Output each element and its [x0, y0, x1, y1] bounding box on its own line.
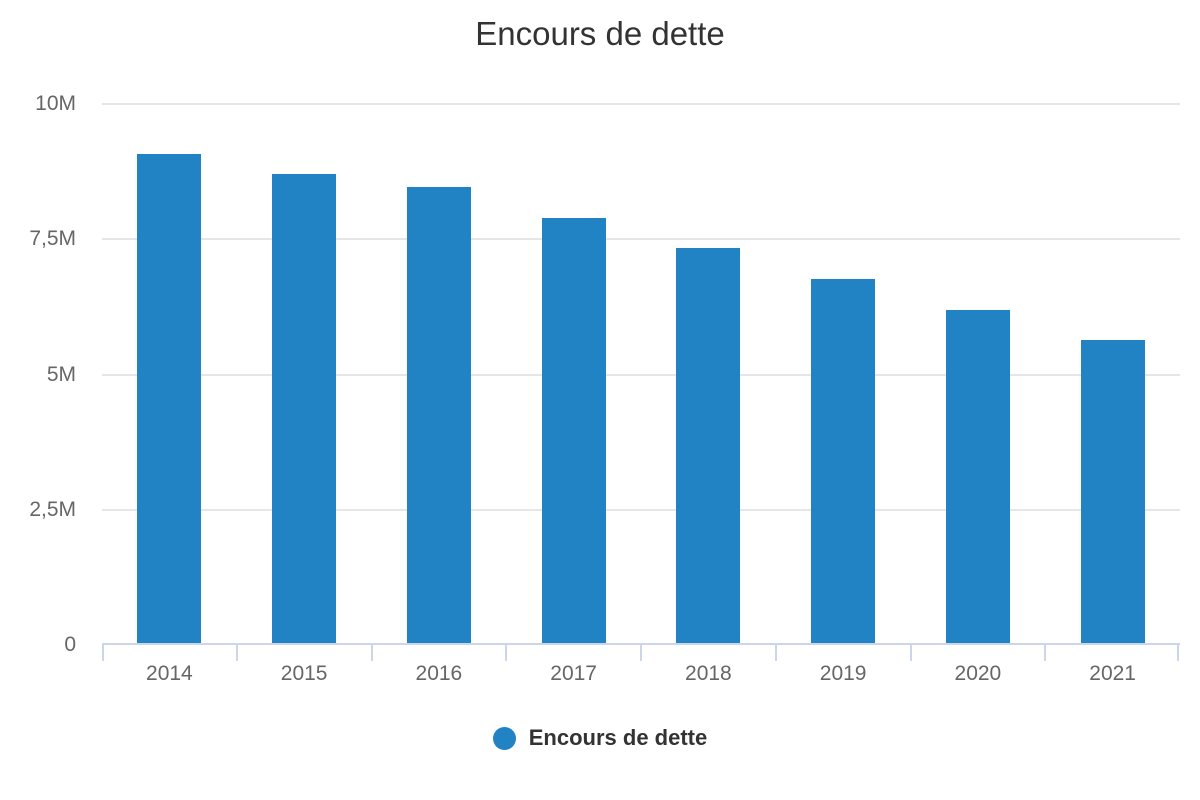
bar-2021[interactable] — [1080, 339, 1145, 645]
y-axis-label: 5M — [46, 362, 76, 386]
y-axis-label: 10M — [35, 92, 76, 115]
bar-2020[interactable] — [945, 309, 1010, 645]
y-axis-label: 2,5M — [29, 497, 76, 521]
bar-2015[interactable] — [272, 173, 337, 645]
gridline — [102, 508, 1180, 511]
x-axis-label-2018: 2018 — [685, 662, 732, 685]
y-axis-labels: 0 2,5M 5M 7,5M 10M — [0, 0, 76, 800]
gridline — [102, 238, 1180, 241]
x-axis-tick — [640, 645, 642, 661]
plot-area — [102, 103, 1180, 661]
y-axis-label: 7,5M — [29, 227, 76, 251]
legend-label: Encours de dette — [528, 725, 708, 750]
x-axis-tick — [505, 645, 508, 661]
gridline — [102, 373, 1180, 376]
legend-marker-icon — [492, 726, 516, 750]
x-axis-label-2017: 2017 — [550, 662, 597, 685]
legend-item[interactable]: Encours de dette — [0, 725, 1200, 751]
x-axis-label-2016: 2016 — [415, 662, 463, 685]
x-axis-tick — [370, 645, 373, 661]
x-axis-tick — [1044, 645, 1047, 661]
x-axis-tick — [909, 645, 912, 661]
x-axis-tick — [1177, 645, 1179, 661]
chart-title: Encours de dette — [475, 15, 725, 52]
x-axis-tick — [102, 645, 104, 661]
bar-2019[interactable] — [811, 278, 876, 645]
bar-2016[interactable] — [406, 187, 471, 645]
y-axis-label: 0 — [64, 633, 76, 656]
x-axis-label-2014: 2014 — [146, 662, 193, 685]
x-axis-label-2019: 2019 — [819, 662, 867, 685]
bar-2017[interactable] — [541, 217, 606, 645]
x-axis-label-2015: 2015 — [280, 662, 328, 685]
x-axis-tick — [774, 645, 777, 661]
x-axis-labels: 2014 2015 2016 2017 2018 2019 2020 2021 — [0, 661, 1200, 691]
x-axis-label-2020: 2020 — [954, 662, 1002, 685]
bar-2014[interactable] — [137, 153, 202, 645]
x-axis-tick — [235, 645, 238, 661]
gridline — [102, 103, 1180, 105]
x-axis-line — [102, 643, 1180, 645]
x-axis-label-2021: 2021 — [1089, 662, 1136, 685]
bar-2018[interactable] — [676, 247, 741, 645]
